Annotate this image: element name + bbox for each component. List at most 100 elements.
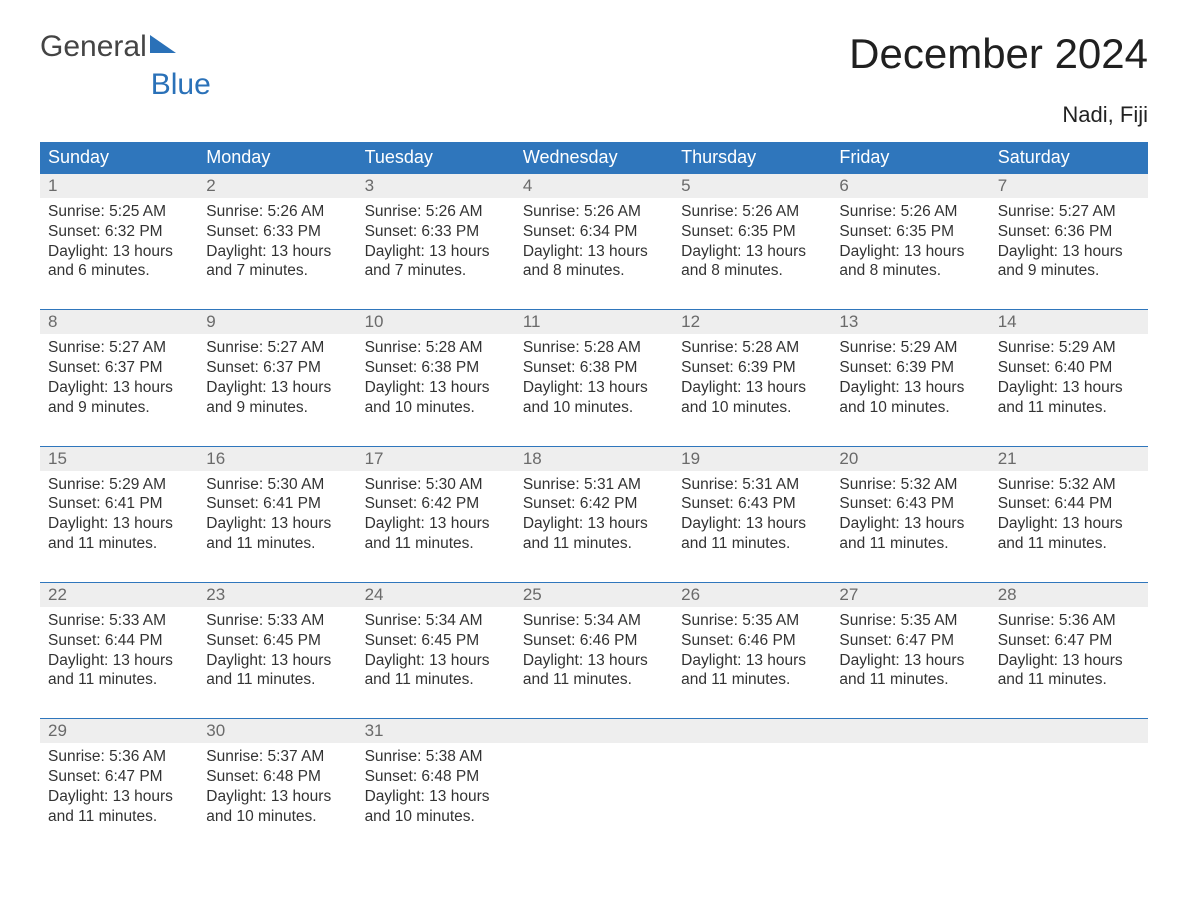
sunrise-line: Sunrise: 5:35 AM	[681, 611, 823, 631]
day-cell: Sunrise: 5:28 AMSunset: 6:38 PMDaylight:…	[515, 334, 673, 446]
daylight-line: Daylight: 13 hours and 11 minutes.	[48, 787, 190, 827]
sunset-line: Sunset: 6:38 PM	[365, 358, 507, 378]
day-cell: Sunrise: 5:27 AMSunset: 6:36 PMDaylight:…	[990, 198, 1148, 310]
sunrise-line: Sunrise: 5:33 AM	[206, 611, 348, 631]
sunset-line: Sunset: 6:40 PM	[998, 358, 1140, 378]
sunset-line: Sunset: 6:44 PM	[48, 631, 190, 651]
daylight-line: Daylight: 13 hours and 10 minutes.	[206, 787, 348, 827]
daylight-line: Daylight: 13 hours and 11 minutes.	[998, 651, 1140, 691]
sunset-line: Sunset: 6:35 PM	[839, 222, 981, 242]
day-number: 18	[515, 446, 673, 471]
col-thursday: Thursday	[673, 142, 831, 174]
logo-text-1: General	[40, 30, 147, 64]
daylight-line: Daylight: 13 hours and 11 minutes.	[523, 651, 665, 691]
sunset-line: Sunset: 6:45 PM	[206, 631, 348, 651]
day-cell: Sunrise: 5:26 AMSunset: 6:34 PMDaylight:…	[515, 198, 673, 310]
col-friday: Friday	[831, 142, 989, 174]
sunset-line: Sunset: 6:32 PM	[48, 222, 190, 242]
sunrise-line: Sunrise: 5:29 AM	[839, 338, 981, 358]
col-tuesday: Tuesday	[357, 142, 515, 174]
sunrise-line: Sunrise: 5:26 AM	[365, 202, 507, 222]
day-number: 17	[357, 446, 515, 471]
day-number: 14	[990, 310, 1148, 335]
day-number: 31	[357, 719, 515, 744]
logo: General	[40, 30, 176, 64]
calendar-table: Sunday Monday Tuesday Wednesday Thursday…	[40, 142, 1148, 855]
day-cell: Sunrise: 5:28 AMSunset: 6:39 PMDaylight:…	[673, 334, 831, 446]
day-cell: Sunrise: 5:35 AMSunset: 6:46 PMDaylight:…	[673, 607, 831, 719]
daylight-line: Daylight: 13 hours and 8 minutes.	[523, 242, 665, 282]
day-number	[831, 719, 989, 744]
day-cell: Sunrise: 5:36 AMSunset: 6:47 PMDaylight:…	[990, 607, 1148, 719]
day-number: 12	[673, 310, 831, 335]
sunrise-line: Sunrise: 5:33 AM	[48, 611, 190, 631]
sunset-line: Sunset: 6:43 PM	[839, 494, 981, 514]
sunrise-line: Sunrise: 5:27 AM	[206, 338, 348, 358]
sunset-line: Sunset: 6:39 PM	[681, 358, 823, 378]
sunrise-line: Sunrise: 5:34 AM	[365, 611, 507, 631]
day-number: 29	[40, 719, 198, 744]
sunset-line: Sunset: 6:45 PM	[365, 631, 507, 651]
sunset-line: Sunset: 6:44 PM	[998, 494, 1140, 514]
sunset-line: Sunset: 6:47 PM	[839, 631, 981, 651]
logo-text-2: Blue	[151, 68, 211, 102]
day-cell: Sunrise: 5:29 AMSunset: 6:41 PMDaylight:…	[40, 471, 198, 583]
sunrise-line: Sunrise: 5:26 AM	[839, 202, 981, 222]
daylight-line: Daylight: 13 hours and 8 minutes.	[839, 242, 981, 282]
sunrise-line: Sunrise: 5:31 AM	[681, 475, 823, 495]
day-number: 3	[357, 174, 515, 199]
sunrise-line: Sunrise: 5:26 AM	[523, 202, 665, 222]
sunset-line: Sunset: 6:41 PM	[48, 494, 190, 514]
day-cell: Sunrise: 5:38 AMSunset: 6:48 PMDaylight:…	[357, 743, 515, 854]
sunrise-line: Sunrise: 5:37 AM	[206, 747, 348, 767]
sunset-line: Sunset: 6:33 PM	[365, 222, 507, 242]
location: Nadi, Fiji	[40, 102, 1148, 128]
sunset-line: Sunset: 6:41 PM	[206, 494, 348, 514]
day-cell: Sunrise: 5:31 AMSunset: 6:42 PMDaylight:…	[515, 471, 673, 583]
day-cell: Sunrise: 5:29 AMSunset: 6:40 PMDaylight:…	[990, 334, 1148, 446]
sunrise-line: Sunrise: 5:27 AM	[48, 338, 190, 358]
sunrise-line: Sunrise: 5:34 AM	[523, 611, 665, 631]
sunrise-line: Sunrise: 5:26 AM	[681, 202, 823, 222]
col-saturday: Saturday	[990, 142, 1148, 174]
day-number	[673, 719, 831, 744]
sunrise-line: Sunrise: 5:28 AM	[365, 338, 507, 358]
day-number: 11	[515, 310, 673, 335]
day-number: 26	[673, 582, 831, 607]
day-number: 25	[515, 582, 673, 607]
week-5-body-row: Sunrise: 5:36 AMSunset: 6:47 PMDaylight:…	[40, 743, 1148, 854]
day-number: 28	[990, 582, 1148, 607]
sunset-line: Sunset: 6:42 PM	[523, 494, 665, 514]
sunrise-line: Sunrise: 5:31 AM	[523, 475, 665, 495]
day-number: 13	[831, 310, 989, 335]
sunrise-line: Sunrise: 5:30 AM	[365, 475, 507, 495]
sunrise-line: Sunrise: 5:29 AM	[48, 475, 190, 495]
day-cell	[515, 743, 673, 854]
sunset-line: Sunset: 6:43 PM	[681, 494, 823, 514]
day-cell: Sunrise: 5:30 AMSunset: 6:42 PMDaylight:…	[357, 471, 515, 583]
day-cell: Sunrise: 5:33 AMSunset: 6:45 PMDaylight:…	[198, 607, 356, 719]
sunrise-line: Sunrise: 5:26 AM	[206, 202, 348, 222]
day-cell: Sunrise: 5:28 AMSunset: 6:38 PMDaylight:…	[357, 334, 515, 446]
day-cell: Sunrise: 5:30 AMSunset: 6:41 PMDaylight:…	[198, 471, 356, 583]
week-1-daynum-row: 1234567	[40, 174, 1148, 199]
day-cell: Sunrise: 5:32 AMSunset: 6:43 PMDaylight:…	[831, 471, 989, 583]
day-header-row: Sunday Monday Tuesday Wednesday Thursday…	[40, 142, 1148, 174]
week-5-daynum-row: 293031	[40, 719, 1148, 744]
sunrise-line: Sunrise: 5:29 AM	[998, 338, 1140, 358]
daylight-line: Daylight: 13 hours and 11 minutes.	[365, 514, 507, 554]
day-number: 5	[673, 174, 831, 199]
day-number: 8	[40, 310, 198, 335]
daylight-line: Daylight: 13 hours and 11 minutes.	[998, 378, 1140, 418]
sunset-line: Sunset: 6:37 PM	[206, 358, 348, 378]
sunset-line: Sunset: 6:46 PM	[523, 631, 665, 651]
day-cell: Sunrise: 5:27 AMSunset: 6:37 PMDaylight:…	[40, 334, 198, 446]
day-cell: Sunrise: 5:26 AMSunset: 6:35 PMDaylight:…	[673, 198, 831, 310]
sunrise-line: Sunrise: 5:36 AM	[48, 747, 190, 767]
daylight-line: Daylight: 13 hours and 10 minutes.	[681, 378, 823, 418]
day-number: 23	[198, 582, 356, 607]
day-number: 10	[357, 310, 515, 335]
col-monday: Monday	[198, 142, 356, 174]
daylight-line: Daylight: 13 hours and 9 minutes.	[48, 378, 190, 418]
daylight-line: Daylight: 13 hours and 11 minutes.	[839, 651, 981, 691]
